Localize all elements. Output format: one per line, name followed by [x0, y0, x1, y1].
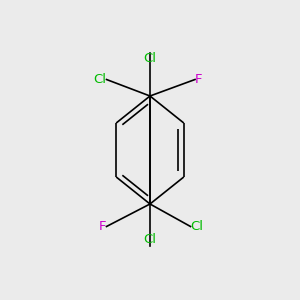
Text: F: F: [99, 220, 106, 233]
Text: Cl: Cl: [94, 73, 106, 86]
Text: Cl: Cl: [143, 233, 157, 246]
Text: Cl: Cl: [143, 52, 157, 65]
Text: Cl: Cl: [190, 220, 203, 233]
Text: F: F: [195, 73, 202, 86]
